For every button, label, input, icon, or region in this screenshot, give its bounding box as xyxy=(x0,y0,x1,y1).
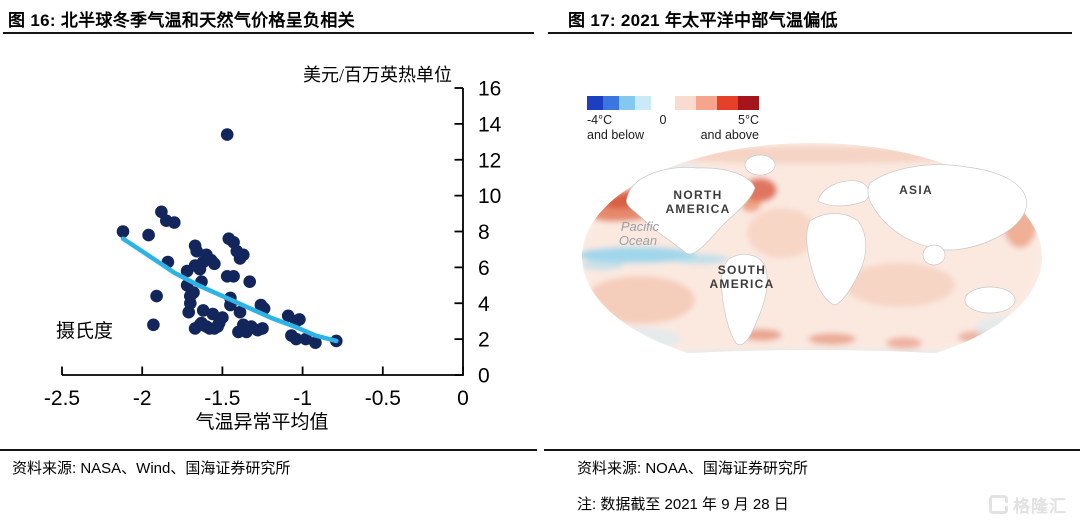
celsius-annotation: 摄氏度 xyxy=(56,320,113,342)
scatter-point xyxy=(168,216,181,229)
scatter-point xyxy=(227,270,240,283)
scatter-point xyxy=(216,311,229,324)
y-tick-label: 8 xyxy=(478,221,490,244)
figure17-world-map: NORTH AMERICA Pacific Ocean SOUTH AMERIC… xyxy=(582,143,1042,371)
x-tick-label: -1 xyxy=(293,387,312,410)
figure17-panel: 图 17: 2021 年太平洋中部气温偏低 -4°C 0 5°C and bel… xyxy=(540,0,1080,521)
greenland-shape xyxy=(744,154,776,176)
pacific-ocean-label-line1: Pacific xyxy=(621,219,660,234)
scatter-point xyxy=(289,332,303,346)
trend-curve xyxy=(120,236,339,344)
scatter-point xyxy=(243,275,256,289)
scatter-point xyxy=(309,336,322,350)
figure17-title: 图 17: 2021 年太平洋中部气温偏低 xyxy=(568,11,838,30)
gelonghui-watermark: 格隆汇 xyxy=(989,492,1067,517)
figure17-footer-rule xyxy=(544,449,1080,451)
y-axis-unit-label: 美元/百万英热单位 xyxy=(303,65,452,85)
gelonghui-logo-icon xyxy=(989,495,1008,514)
legend-segment-negative xyxy=(587,96,603,110)
pacific-ocean-label-line2: Ocean xyxy=(619,233,657,248)
legend-min-label: -4°C xyxy=(587,113,613,127)
x-tick-label: -1.5 xyxy=(204,387,240,410)
gelonghui-logo-text: 格隆汇 xyxy=(1013,497,1067,516)
y-tick-label: 12 xyxy=(478,149,501,172)
figure17-note: 注: 数据截至 2021 年 9 月 28 日 xyxy=(577,496,789,513)
figure16-scatter-chart: -2.5 -2 -1.5 -1 -0.5 00 2 4 6 8 10 12 14 16 美元/百万英热单位… xyxy=(44,65,502,433)
legend-max-sublabel: and above xyxy=(700,128,759,142)
y-tick-label: 16 xyxy=(478,78,501,101)
scatter-point xyxy=(182,305,195,319)
asia-label: ASIA xyxy=(899,183,933,197)
legend-max-label: 5°C xyxy=(738,113,759,127)
figure16-source: 资料来源: NASA、Wind、国海证券研究所 xyxy=(12,460,291,477)
y-tick-label: 6 xyxy=(478,257,490,280)
legend-segment-positive xyxy=(738,96,759,110)
legend-segment-positive xyxy=(696,96,717,110)
scatter-point xyxy=(116,225,130,238)
scatter-point xyxy=(237,248,250,262)
scatter-point xyxy=(142,228,155,242)
x-tick-label: -2 xyxy=(133,387,152,410)
scatter-point xyxy=(190,244,203,258)
australia-shape xyxy=(964,286,1016,314)
scatter-point xyxy=(220,128,234,141)
figure16-title-rule xyxy=(3,32,534,34)
figure16-footer-rule xyxy=(0,449,537,451)
y-tick-label: 2 xyxy=(478,329,490,352)
scatter-point xyxy=(256,322,269,335)
x-tick-label: -2.5 xyxy=(44,387,80,410)
x-tick-label: 0 xyxy=(457,387,469,410)
north-america-label-line2: AMERICA xyxy=(665,202,730,216)
india-shape xyxy=(922,244,946,266)
south-america-label-line2: AMERICA xyxy=(709,277,774,291)
scatter-point xyxy=(187,286,200,299)
legend-colorbar xyxy=(587,96,759,110)
legend-segment-negative xyxy=(619,96,635,110)
y-tick-label: 4 xyxy=(478,293,490,316)
x-tick-label: -0.5 xyxy=(365,387,401,410)
legend-sub-labels: and below and above xyxy=(587,128,759,143)
africa-shape xyxy=(806,213,867,306)
south-america-shape xyxy=(721,254,768,346)
y-tick-label: 14 xyxy=(478,113,502,136)
south-america-label-line1: SOUTH xyxy=(718,263,767,277)
asia-shape xyxy=(867,164,1028,251)
scatter-point xyxy=(196,304,210,317)
antarctica-shape xyxy=(632,350,992,371)
scatter-point xyxy=(208,257,221,271)
scatter-point xyxy=(150,289,163,303)
anomaly-colorbar-legend: -4°C 0 5°C and below and above xyxy=(587,96,759,143)
legend-segment-positive xyxy=(675,96,696,110)
scatter-point xyxy=(206,307,220,321)
continents xyxy=(626,154,1028,371)
legend-min-sublabel: and below xyxy=(587,128,644,142)
x-axis-title: 气温异常平均值 xyxy=(195,411,328,433)
legend-segment-positive xyxy=(717,96,738,110)
north-america-shape xyxy=(626,167,756,255)
figure17-title-rule xyxy=(548,32,1072,34)
y-tick-label: 0 xyxy=(478,365,490,388)
scatter-dynamic-layer: -2.5 -2 -1.5 -1 -0.5 00 2 4 6 8 10 12 14 16 xyxy=(44,78,502,411)
figure16-panel: 图 16: 北半球冬季气温和天然气价格呈负相关 -2.5 -2 -1.5 -1 -0.5… xyxy=(0,11,537,477)
scatter-point xyxy=(299,332,313,346)
north-america-label-line1: NORTH xyxy=(673,188,722,202)
legend-segment-negative xyxy=(635,96,651,110)
legend-mid-label: 0 xyxy=(659,113,667,127)
legend-value-labels: -4°C 0 5°C xyxy=(587,113,759,128)
legend-segment-zero xyxy=(651,96,675,110)
scatter-point xyxy=(233,305,247,319)
scatter-point xyxy=(147,318,160,332)
scatter-point xyxy=(293,313,306,326)
y-tick-label: 10 xyxy=(478,185,501,208)
legend-segment-negative xyxy=(603,96,619,110)
figure16-title: 图 16: 北半球冬季气温和天然气价格呈负相关 xyxy=(8,11,355,30)
figure17-source: 资料来源: NOAA、国海证券研究所 xyxy=(577,460,808,477)
